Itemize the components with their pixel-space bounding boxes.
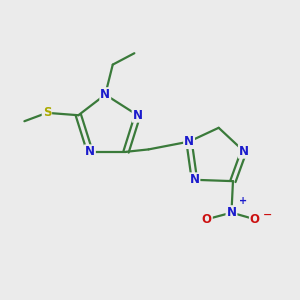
Text: N: N: [239, 145, 249, 158]
Text: N: N: [184, 135, 194, 148]
Text: N: N: [226, 206, 236, 219]
Text: O: O: [250, 213, 260, 226]
Text: −: −: [263, 210, 273, 220]
Text: N: N: [189, 173, 200, 186]
Text: S: S: [43, 106, 51, 119]
Text: N: N: [133, 109, 142, 122]
Text: +: +: [239, 196, 247, 206]
Text: O: O: [202, 213, 212, 226]
Text: N: N: [100, 88, 110, 101]
Text: N: N: [85, 145, 95, 158]
